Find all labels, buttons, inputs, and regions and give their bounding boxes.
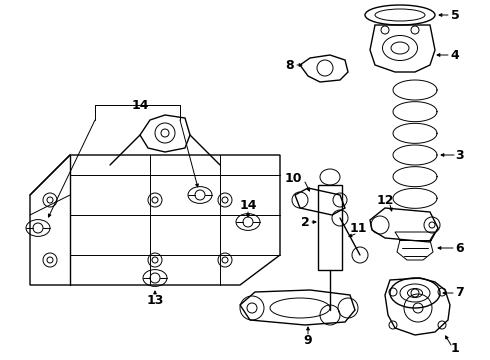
Text: 9: 9	[304, 333, 312, 346]
Text: 13: 13	[147, 293, 164, 306]
Text: 14: 14	[239, 198, 257, 212]
Text: 4: 4	[451, 49, 459, 62]
Text: 14: 14	[131, 99, 149, 112]
Text: 6: 6	[456, 242, 465, 255]
Text: 11: 11	[349, 221, 367, 234]
Text: 2: 2	[301, 216, 309, 229]
Bar	[318, 185, 342, 270]
Text: 7: 7	[456, 287, 465, 300]
Text: 5: 5	[451, 9, 459, 22]
Text: 12: 12	[376, 194, 394, 207]
Text: 3: 3	[456, 149, 465, 162]
Text: 10: 10	[284, 171, 302, 185]
Text: 8: 8	[286, 59, 294, 72]
Text: 1: 1	[451, 342, 459, 355]
